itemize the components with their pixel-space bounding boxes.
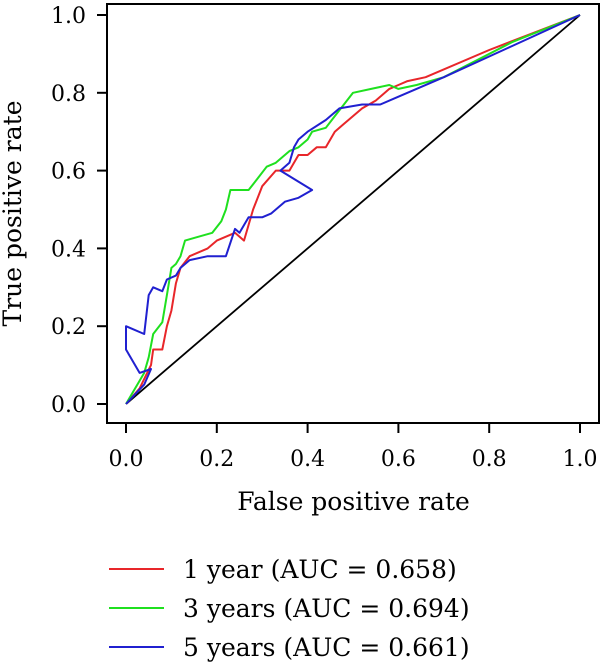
legend-label-2: 3 years (AUC = 0.694): [183, 594, 470, 623]
series-line-1: [125, 14, 581, 405]
y-tick-label: 0.2: [51, 315, 86, 340]
y-axis: 0.0 0.2 0.4 0.6 0.8 1.0: [51, 4, 107, 418]
y-tick-label: 0.4: [51, 237, 86, 262]
plot-lines: [125, 14, 581, 405]
plot-area: [106, 3, 600, 424]
y-tick-label: 0.6: [51, 160, 86, 185]
legend-label-1: 1 year (AUC = 0.658): [183, 555, 457, 584]
y-tick-label: 0.0: [51, 393, 86, 418]
legend: 1 year (AUC = 0.658) 3 years (AUC = 0.694…: [109, 555, 470, 662]
series-line-3: [125, 14, 581, 405]
x-tick-label: 0.4: [290, 447, 325, 472]
reference-diagonal: [125, 14, 581, 405]
y-tick-label: 0.8: [51, 82, 86, 107]
x-axis: 0.0 0.2 0.4 0.6 0.8 1.0: [109, 423, 598, 472]
x-tick-label: 0.8: [472, 447, 507, 472]
plot-frame: [106, 3, 600, 424]
x-tick-label: 0.2: [199, 447, 234, 472]
x-tick-label: 1.0: [563, 447, 598, 472]
y-axis-title: True positive rate: [0, 101, 27, 327]
x-axis-title: False positive rate: [237, 487, 470, 516]
x-tick-label: 0.0: [109, 447, 144, 472]
legend-label-3: 5 years (AUC = 0.661): [183, 633, 470, 662]
x-tick-label: 0.6: [381, 447, 416, 472]
y-tick-label: 1.0: [51, 4, 86, 29]
series-line-2: [125, 14, 581, 405]
